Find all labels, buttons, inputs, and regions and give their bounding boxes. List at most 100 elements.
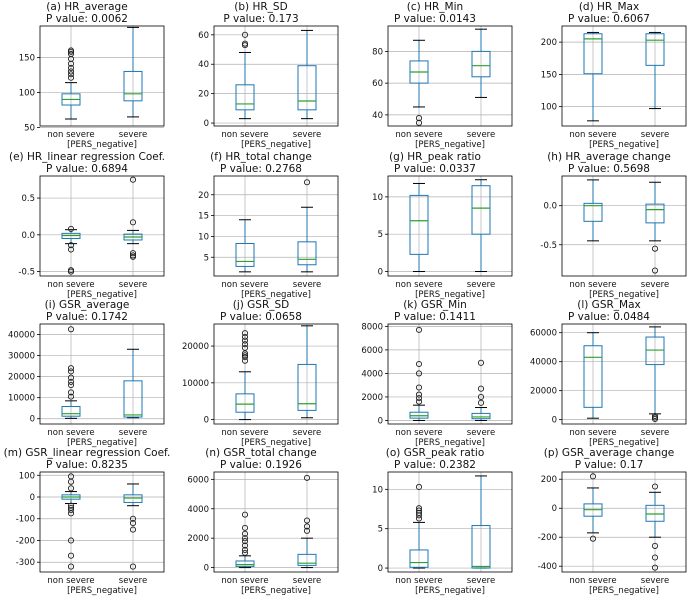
outlier-point — [477, 359, 485, 366]
y-tick-label: 5 — [378, 230, 383, 240]
outlier-point — [129, 253, 137, 260]
iqr-box — [645, 33, 665, 66]
y-tick-label: -0.5 — [540, 241, 557, 251]
panel-9: (j) GSR_SD P value: 0.0658 0 10000 20000 non … — [174, 298, 348, 448]
box-non-severe — [409, 326, 429, 421]
iqr-box — [471, 525, 491, 569]
outlier-point — [129, 520, 137, 527]
iqr-box — [61, 406, 81, 417]
iqr-box — [471, 185, 491, 235]
outlier-point — [415, 370, 423, 377]
p-value-label: P value: 0.8235 — [46, 459, 128, 471]
outlier-point — [651, 554, 659, 561]
outlier-point — [415, 326, 423, 333]
iqr-box — [645, 203, 665, 224]
y-tick-label: 10000 — [8, 394, 35, 404]
box-non-severe — [235, 219, 255, 273]
y-tick-label: 100 — [541, 103, 557, 113]
x-axis-label: [PERS_negative] — [589, 290, 659, 300]
chart-title: (l) GSR_Max — [577, 299, 641, 311]
box-non-severe — [61, 326, 81, 419]
x-axis-label: [PERS_negative] — [241, 586, 311, 596]
boxplot-svg: 50 100 150 non severe severe[PERS_negative] — [19, 25, 165, 150]
outlier-point — [303, 179, 311, 186]
y-tick-label: 100 — [19, 471, 35, 481]
outlier-point — [129, 526, 137, 533]
outlier-point — [67, 246, 75, 253]
x-tick-label: severe — [467, 280, 495, 290]
iqr-box — [235, 560, 255, 567]
y-tick-label: 6000 — [187, 475, 209, 485]
y-tick-label: 5 — [204, 253, 209, 263]
outlier-point — [67, 47, 75, 54]
outlier-point — [67, 537, 75, 544]
chart-title: (o) GSR_peak ratio — [385, 447, 485, 459]
y-tick-label: 2000 — [361, 393, 383, 403]
outlier-point — [67, 510, 75, 517]
x-axis-label: [PERS_negative] — [415, 290, 485, 300]
outlier-point — [241, 549, 249, 556]
outlier-point — [67, 502, 75, 509]
y-tick-label: -400 — [538, 562, 557, 572]
boxplot-svg: 0 2000 4000 6000 non severe severe[PERS_negat… — [187, 471, 339, 596]
outlier-point — [477, 385, 485, 392]
y-tick-label: 150 — [19, 53, 35, 63]
x-tick-label: non severe — [395, 576, 442, 586]
x-tick-label: non severe — [221, 576, 268, 586]
panel-0: (a) HR_average P value: 0.0062 50 100 150 non… — [0, 0, 174, 150]
x-tick-label: non severe — [47, 130, 94, 140]
outlier-point — [651, 412, 659, 420]
iqr-box — [123, 380, 143, 418]
box-severe — [471, 359, 491, 421]
outlier-point — [415, 360, 423, 368]
y-tick-label: 4000 — [187, 505, 209, 515]
x-tick-label: severe — [119, 428, 147, 438]
x-tick-label: non severe — [395, 130, 442, 140]
outlier-point — [67, 485, 75, 492]
p-value-label: P value: 0.0143 — [394, 13, 476, 25]
x-axis-label: [PERS_negative] — [589, 438, 659, 448]
y-tick-label: 60 — [372, 79, 383, 89]
x-tick-label: non severe — [569, 576, 616, 586]
chart-title: (j) GSR_SD — [232, 299, 290, 311]
box-non-severe — [409, 39, 429, 126]
outlier-point — [477, 393, 485, 400]
chart-title: (k) GSR_Min — [403, 299, 467, 311]
outlier-point — [241, 542, 249, 549]
box-severe — [645, 483, 665, 571]
chart-title: (i) GSR_average — [44, 299, 130, 311]
outlier-point — [241, 40, 249, 47]
y-tick-label: 0 — [204, 119, 209, 129]
x-axis-label: [PERS_negative] — [415, 586, 485, 596]
x-axis-label: [PERS_negative] — [67, 290, 137, 300]
y-tick-label: -200 — [538, 533, 557, 543]
y-tick-label: 10 — [372, 193, 383, 203]
x-tick-label: severe — [119, 130, 147, 140]
axes-frame — [561, 471, 687, 573]
axes-frame — [39, 25, 165, 127]
x-tick-label: non severe — [395, 280, 442, 290]
iqr-box — [297, 65, 317, 111]
outlier-point — [129, 563, 137, 570]
box-severe — [297, 179, 317, 273]
iqr-box — [409, 194, 429, 255]
chart-title: (g) HR_peak ratio — [389, 151, 481, 163]
outlier-point — [241, 535, 249, 542]
p-value-label: P value: 0.6067 — [568, 13, 650, 25]
outlier-point — [67, 368, 75, 375]
x-tick-label: severe — [641, 280, 669, 290]
outlier-point — [67, 326, 75, 333]
p-value-label: P value: 0.0337 — [394, 163, 476, 175]
y-tick-label: 20 — [198, 90, 209, 100]
outlier-point — [651, 564, 659, 571]
outlier-point — [67, 365, 75, 372]
iqr-box — [235, 393, 255, 413]
outlier-point — [67, 74, 75, 81]
y-tick-label: 4000 — [361, 369, 383, 379]
x-axis-label: [PERS_negative] — [67, 438, 137, 448]
x-axis-label: [PERS_negative] — [241, 140, 311, 150]
x-tick-label: severe — [119, 280, 147, 290]
axes-frame — [213, 471, 339, 573]
y-tick-label: 40 — [372, 111, 383, 121]
outlier-point — [415, 483, 423, 491]
